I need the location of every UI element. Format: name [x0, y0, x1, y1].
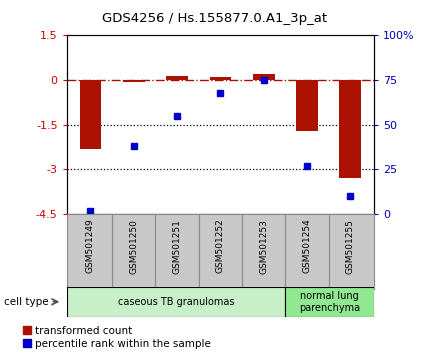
Bar — [339, 80, 361, 178]
Text: cell type: cell type — [4, 297, 49, 307]
Text: GDS4256 / Hs.155877.0.A1_3p_at: GDS4256 / Hs.155877.0.A1_3p_at — [102, 12, 328, 25]
Bar — [253, 74, 274, 80]
Text: GSM501249: GSM501249 — [86, 219, 95, 273]
Bar — [209, 76, 231, 80]
Text: normal lung
parenchyma: normal lung parenchyma — [299, 291, 360, 313]
Text: GSM501255: GSM501255 — [346, 219, 355, 274]
Bar — [286, 287, 374, 317]
Text: GSM501250: GSM501250 — [129, 219, 138, 274]
Bar — [123, 80, 144, 81]
Text: GSM501253: GSM501253 — [259, 219, 268, 274]
Text: GSM501254: GSM501254 — [302, 219, 311, 273]
Bar — [80, 80, 101, 149]
Bar — [166, 76, 188, 80]
Legend: transformed count, percentile rank within the sample: transformed count, percentile rank withi… — [22, 326, 211, 349]
Text: caseous TB granulomas: caseous TB granulomas — [118, 297, 234, 307]
Text: GSM501251: GSM501251 — [172, 219, 181, 274]
Text: GSM501252: GSM501252 — [216, 219, 225, 273]
Bar — [67, 287, 286, 317]
Bar — [296, 80, 318, 131]
